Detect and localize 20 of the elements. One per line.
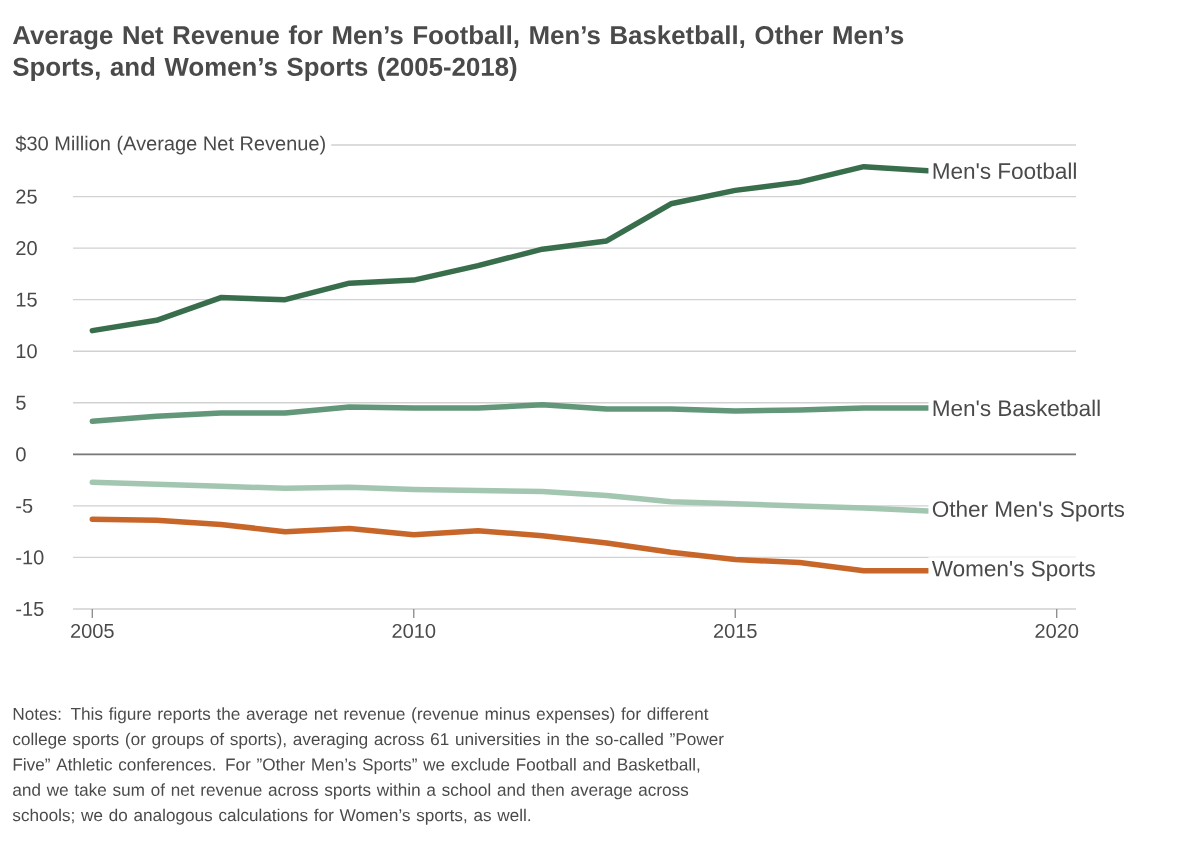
y-tick-label: 0 [16,447,26,462]
y-tick-label: 20 [16,241,37,256]
x-tick-label: 2015 [713,623,757,639]
series-label: Women's Sports [931,560,1095,582]
series-label: Men's Basketball [933,399,1100,417]
x-tick-label: 2010 [392,623,436,639]
y-tick-label: -5 [16,498,33,513]
y-tick-label: 10 [16,344,37,359]
y-tick-label: $30 Million (Average Net Revenue) [15,135,325,155]
x-tick-label: 2005 [71,623,114,639]
y-tick-label: 25 [16,189,37,204]
x-tick-label: 2020 [1035,623,1079,639]
y-tick-label: -10 [16,550,44,565]
text: Notes: This figure reports the average net revenue (revenue minus expenses) for different college sports (or groups of sports), averaging across 61 universities in the so-called ”Power Five” Athletic conferences. For ”Other Men’s Sports” we exclude Football and Basketball, and we take sum of net revenue across sports within a school and then average across schools; we do analogous calculations for Women’s sports, as well. [12,707,724,825]
y-tick-label: -15 [16,602,44,616]
chart-title: Average Net Revenue for Men’s Football, Men’s Basketball, Other Men’s Sports, and Women’s Sports (2005-2018) [12,25,904,82]
series-label: Men's Football [933,162,1076,180]
series-label: Other Men's Sports [932,500,1125,522]
y-tick-label: 15 [16,292,37,307]
y-tick-label: 5 [16,395,26,410]
